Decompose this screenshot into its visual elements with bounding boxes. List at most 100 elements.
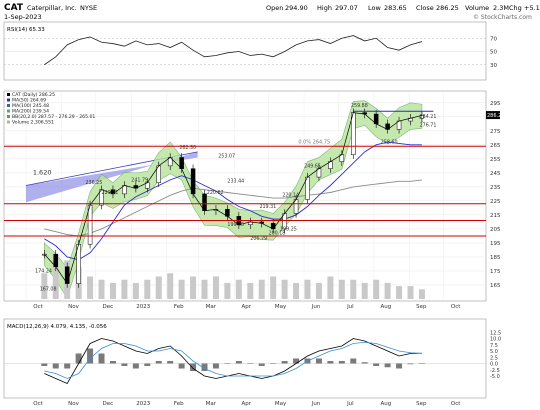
macd-tick-label: -2.5	[490, 368, 500, 374]
volume-label: Volume	[465, 4, 489, 12]
macd-histogram-bar	[178, 363, 185, 369]
volume-bar	[235, 279, 242, 299]
price-annotation-label: 220.62	[207, 190, 224, 196]
price-tick-label: 245	[490, 171, 501, 177]
x-tick-label: Dec	[102, 401, 113, 406]
volume-bar	[258, 279, 265, 299]
x-tick-label: Apr	[242, 304, 252, 310]
macd-tick-label: 0.0	[490, 362, 498, 368]
ma50-line	[44, 141, 422, 261]
price-tick-label: 235	[490, 185, 501, 191]
legend-entry: Volume 2,306,551	[12, 120, 54, 126]
ma200-line	[44, 179, 422, 237]
macd-histogram-bar	[396, 363, 403, 369]
x-tick-label: Mar	[206, 401, 217, 406]
volume-bar	[212, 276, 219, 299]
macd-signal-line	[44, 341, 422, 379]
price-annotation-label: 174.24	[35, 268, 52, 274]
price-annotation-label: 219.31	[259, 204, 276, 210]
x-tick-label: Apr	[242, 401, 252, 406]
price-tick-label: 265	[490, 143, 501, 149]
macd-histogram-bar	[258, 363, 265, 366]
macd-tick-label: 10.0	[490, 337, 501, 343]
volume-bar	[407, 286, 414, 299]
price-annotation-label: 236.25	[86, 180, 103, 186]
volume-bar	[373, 279, 380, 299]
volume-bar	[270, 276, 277, 299]
exchange: NYSE	[80, 4, 97, 12]
x-tick-label: Oct	[451, 304, 461, 310]
symbol: CAT	[4, 3, 24, 13]
volume-value: 2.3M	[493, 4, 509, 12]
price-annotation-label: 229.31	[102, 190, 119, 196]
price-tick-label: 185	[490, 255, 501, 261]
macd-histogram-bar	[373, 363, 380, 366]
macd-histogram-bar	[144, 363, 151, 366]
volume-bar	[87, 276, 94, 299]
volume-bar	[338, 279, 345, 299]
volume-bar	[121, 279, 128, 299]
legend-swatch	[7, 120, 10, 124]
price-tick-label: 215	[490, 213, 501, 219]
macd-histogram-bar	[270, 363, 277, 364]
price-annotation-label: 220.14	[282, 193, 299, 199]
volume-bar	[293, 282, 300, 299]
volume-bar	[247, 282, 254, 299]
current-price-label: 286.25	[487, 113, 505, 119]
rsi-tick-label: 30	[490, 63, 497, 69]
macd-histogram-bar	[247, 363, 254, 364]
rsi-panel: RSI(14) 65.33 70 50 30	[3, 21, 497, 81]
x-tick-label: Jul	[346, 304, 354, 310]
volume-bar	[327, 276, 334, 299]
price-tick-label: 205	[490, 227, 501, 233]
price-annotation-label: 206.79	[250, 236, 267, 242]
legend-swatch	[7, 98, 10, 102]
legend-swatch	[7, 93, 10, 96]
macd-histogram-bar	[338, 361, 345, 364]
macd-histogram-bar	[109, 361, 116, 364]
volume-bar	[178, 279, 185, 299]
open-label: Open	[266, 4, 283, 12]
macd-tick-label: -5.0	[490, 374, 500, 380]
volume-bar	[384, 282, 391, 299]
x-tick-label: Oct	[451, 401, 461, 406]
macd-histogram-bar	[64, 363, 71, 369]
x-tick-label: Oct	[33, 304, 43, 310]
x-tick-label: Mar	[206, 304, 217, 310]
macd-histogram-bar	[87, 348, 94, 364]
legend-entry: MA(50) 264.69	[12, 98, 46, 104]
legend-entry: MA(100) 245.48	[12, 103, 49, 109]
x-tick-label: 2023	[136, 304, 150, 310]
change-value: +5.12 (+1.82%)	[524, 4, 540, 12]
price-annotation-label: 199.25	[227, 222, 244, 228]
price-annotation-label: 258.60	[381, 139, 398, 145]
volume-bar	[109, 282, 116, 299]
price-annotation-label: 233.44	[227, 179, 244, 185]
low-label: Low	[368, 4, 381, 12]
x-tick-label: 2023	[136, 401, 150, 406]
x-tick-label: Sep	[416, 304, 427, 310]
current-price-marker	[486, 111, 500, 120]
open-value: 294.90	[285, 4, 308, 12]
volume-bar	[304, 279, 311, 299]
macd-histogram-bar	[418, 363, 425, 364]
fib-level-label: 0.0% 264.75	[298, 139, 330, 145]
price-tick-label: 255	[490, 157, 501, 163]
macd-legend: MACD(12,26,9) 4.079, 4.135, -0.056	[7, 324, 107, 330]
volume-bar	[190, 276, 197, 299]
x-tick-label: Oct	[33, 401, 43, 406]
macd-histogram-bar	[212, 363, 219, 369]
price-annotation-label: 241.79	[131, 177, 148, 183]
macd-histogram-bar	[155, 361, 162, 364]
rsi-line	[44, 35, 423, 66]
price-annotation-label: 167.08	[40, 287, 57, 293]
x-tick-label: Jul	[346, 401, 354, 406]
macd-histogram-bar	[235, 361, 242, 364]
price-annotation-label: 284.21	[420, 114, 437, 120]
quote-date: 1-Sep-2023	[4, 13, 42, 21]
x-tick-label: Aug	[380, 401, 391, 406]
volume-bar	[132, 282, 139, 299]
bollinger-band	[44, 100, 423, 299]
